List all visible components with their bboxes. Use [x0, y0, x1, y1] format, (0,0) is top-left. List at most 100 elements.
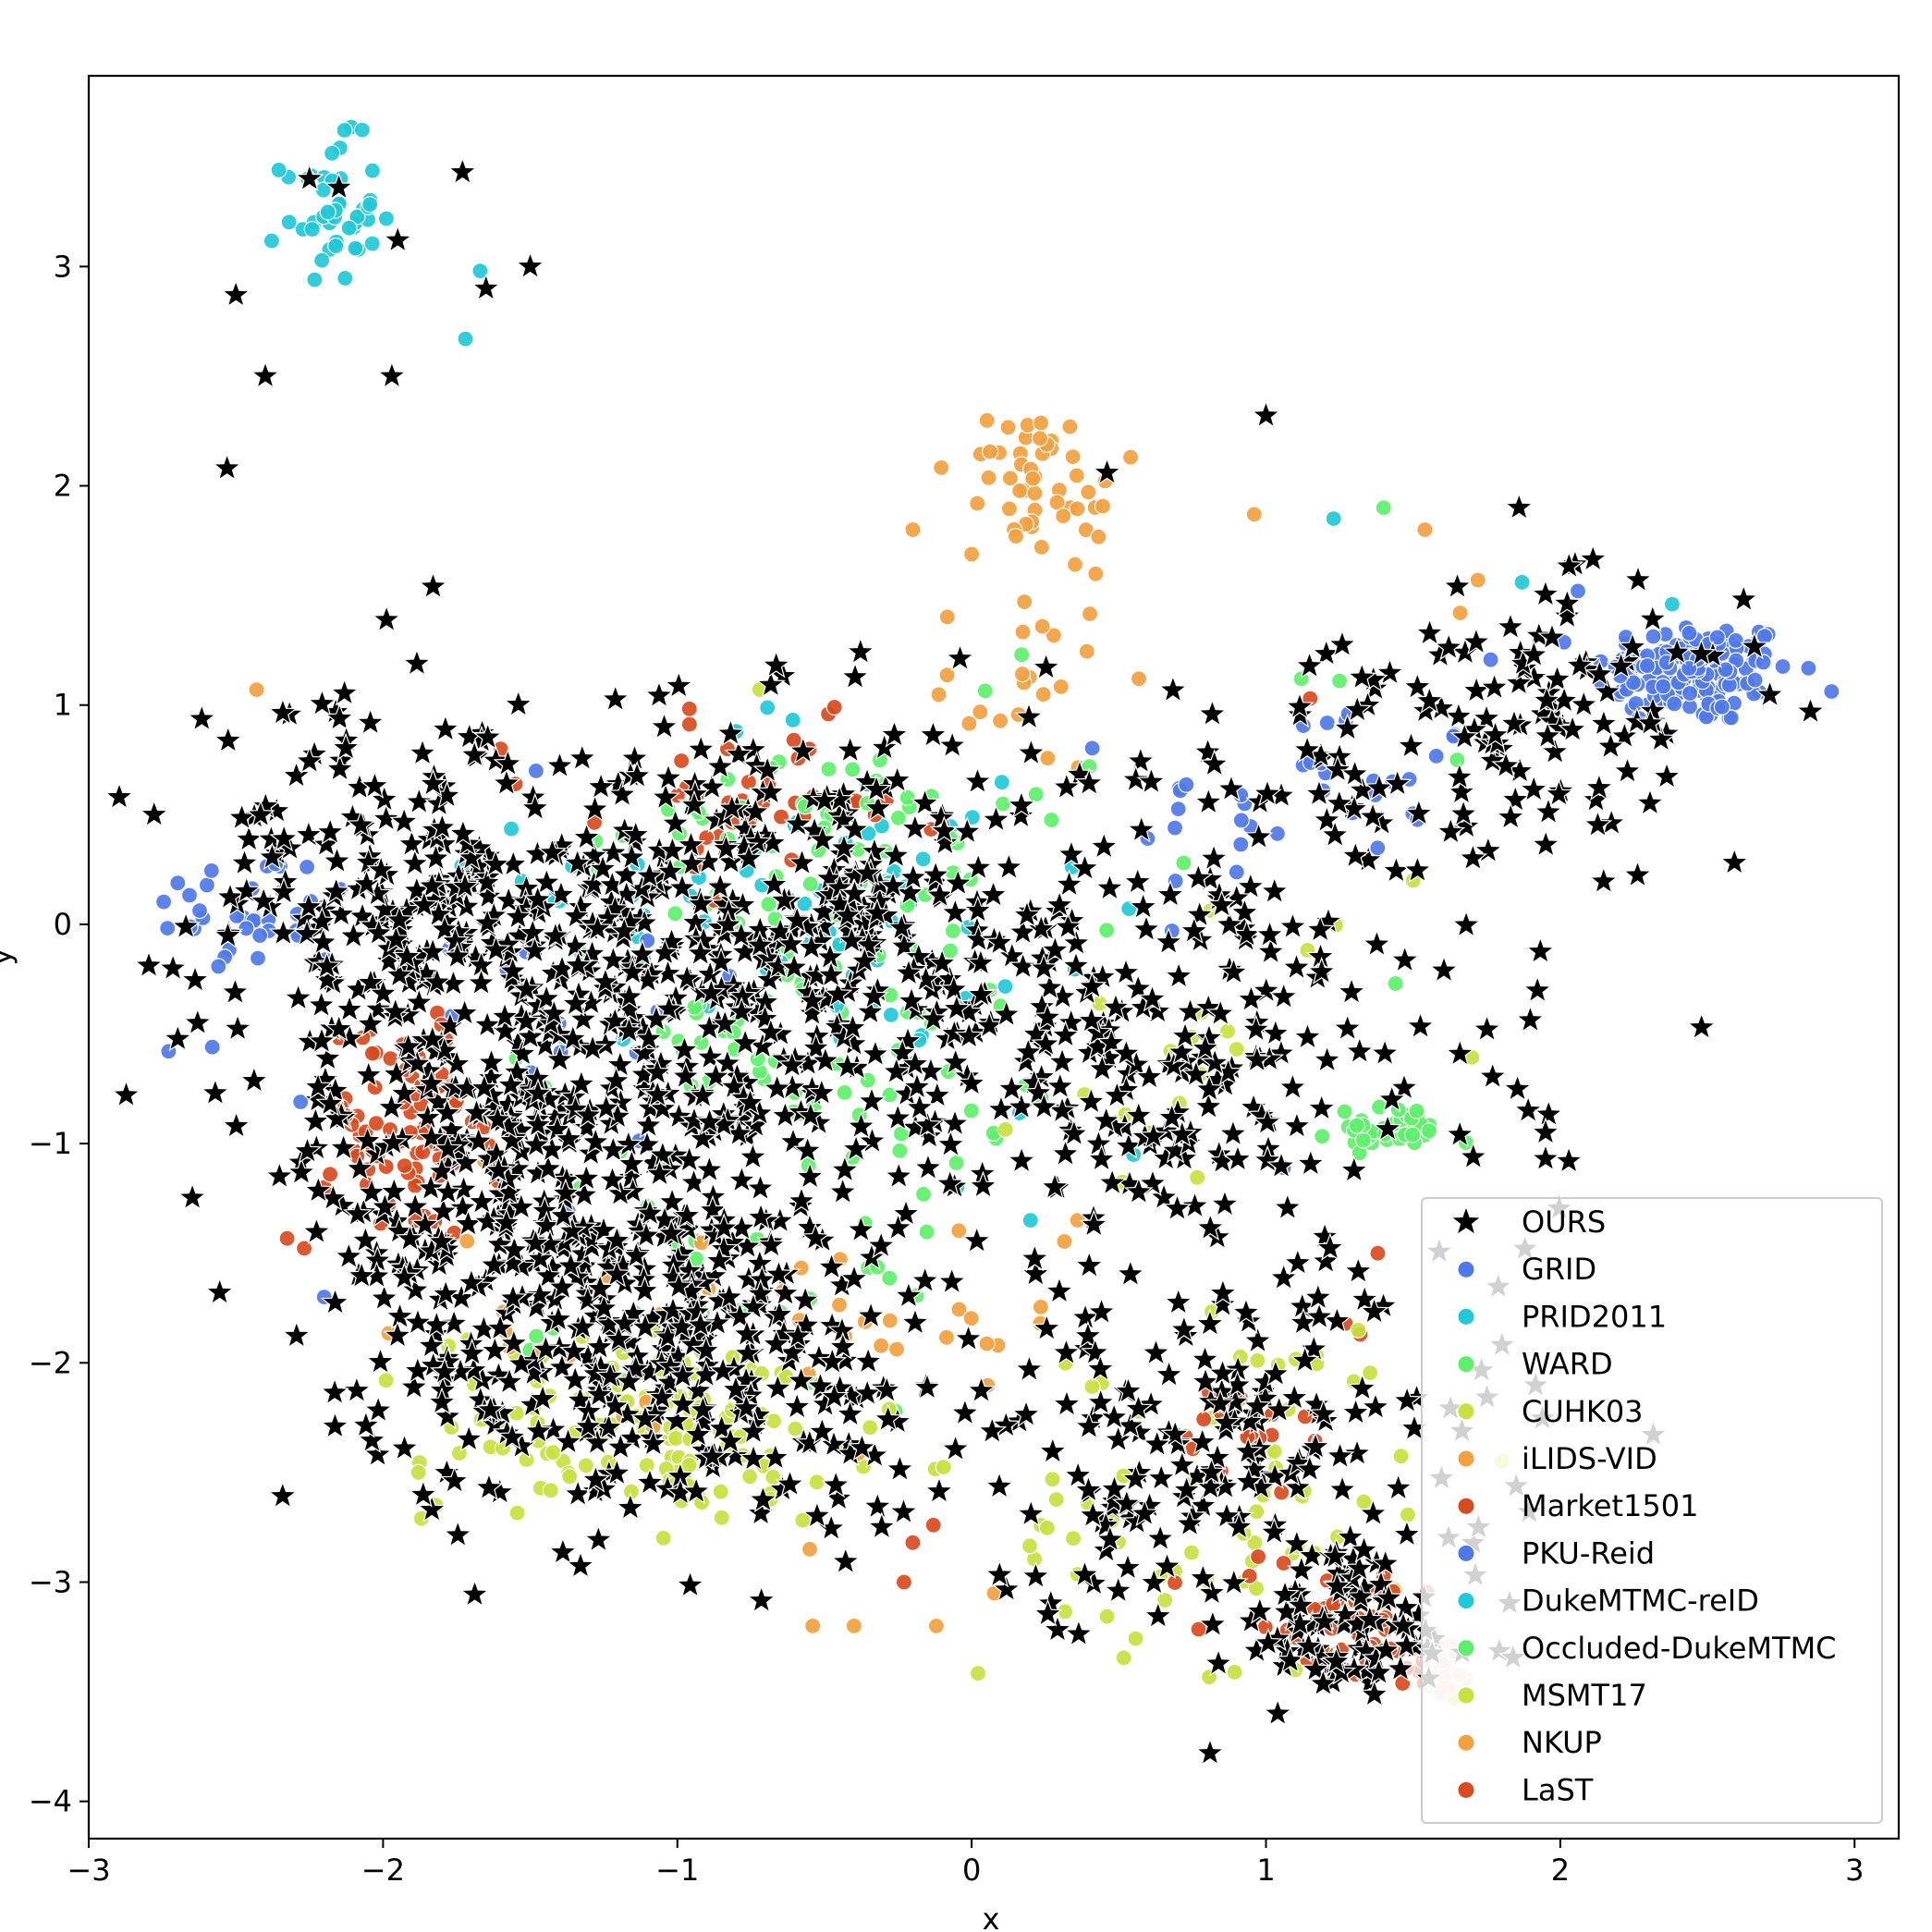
data-point: [1031, 1028, 1061, 1058]
data-point: [1014, 702, 1044, 730]
data-point: [839, 1263, 869, 1292]
data-point: [642, 1079, 673, 1108]
data-point: [738, 734, 768, 764]
data-point: [392, 941, 422, 970]
data-point: [1542, 664, 1572, 692]
data-point: [492, 767, 521, 797]
data-point: [457, 1338, 487, 1366]
data-point: [1320, 819, 1351, 849]
data-point: [296, 1240, 313, 1257]
legend-item-prid2011: PRID2011: [1457, 1299, 1667, 1334]
data-point: [1294, 1454, 1325, 1483]
data-point: [769, 885, 800, 913]
data-point: [629, 1037, 659, 1067]
data-point: [1282, 1448, 1313, 1476]
data-point: [497, 1248, 528, 1277]
data-point: [299, 858, 316, 876]
data-point: [806, 1077, 837, 1107]
data-point: [404, 987, 434, 1016]
data-point: [1722, 709, 1740, 727]
data-point: [202, 862, 220, 880]
data-point: [1016, 593, 1033, 611]
data-point: [385, 904, 415, 934]
data-point: [1162, 1192, 1192, 1222]
data-point: [770, 1278, 801, 1307]
data-point: [898, 862, 928, 891]
data-point: [627, 938, 657, 968]
data-point: [417, 1023, 447, 1053]
data-point: [1681, 684, 1699, 703]
data-point: [782, 905, 813, 934]
data-point: [1103, 1424, 1133, 1453]
data-point: [597, 1165, 628, 1193]
data-point: [1034, 686, 1052, 703]
data-point: [281, 760, 312, 789]
data-point: [895, 877, 925, 906]
data-point: [1196, 1577, 1227, 1606]
data-point: [1013, 666, 1032, 683]
data-point: [1122, 866, 1153, 895]
data-point: [1354, 1604, 1385, 1633]
data-point: [1188, 1562, 1218, 1591]
data-point: [1569, 689, 1599, 718]
data-point: [825, 698, 843, 716]
data-point: [1168, 1314, 1199, 1343]
data-point: [744, 1248, 775, 1277]
data-point: [984, 1471, 1014, 1499]
data-point: [345, 1153, 375, 1181]
data-point: [924, 1516, 942, 1534]
data-point: [439, 1465, 470, 1494]
data-point: [457, 330, 474, 348]
data-point: [712, 1483, 729, 1500]
data-point: [1032, 1313, 1062, 1341]
data-point: [1196, 1457, 1227, 1486]
data-point: [377, 1372, 395, 1389]
data-point: [1540, 736, 1571, 765]
data-point: [537, 837, 568, 866]
data-point: [1327, 1473, 1358, 1503]
data-point: [495, 1366, 524, 1395]
data-point: [104, 781, 134, 810]
data-point: [811, 1045, 840, 1074]
data-point: [1375, 657, 1405, 686]
data-point: [408, 1479, 438, 1508]
data-point: [1010, 482, 1029, 500]
data-point: [688, 1080, 718, 1109]
data-point: [320, 1287, 350, 1315]
legend-marker: [1457, 1307, 1475, 1326]
data-point: [1220, 1387, 1251, 1415]
data-point: [715, 717, 746, 747]
data-point: [617, 841, 647, 871]
data-point: [1098, 1608, 1116, 1625]
data-point: [450, 871, 480, 899]
data-point: [827, 1176, 858, 1205]
data-point: [1066, 556, 1084, 573]
data-point: [1282, 1472, 1313, 1501]
data-point: [792, 1135, 823, 1164]
data-point: [1472, 1013, 1502, 1043]
data-point: [810, 785, 839, 813]
data-point: [1085, 1387, 1116, 1416]
data-point: [726, 920, 756, 949]
data-point: [471, 867, 502, 896]
data-point: [1496, 611, 1525, 641]
data-point: [1339, 1155, 1369, 1183]
data-point: [1061, 950, 1091, 979]
data-point: [884, 1160, 914, 1190]
data-point: [1305, 914, 1336, 943]
data-point: [1355, 1493, 1373, 1510]
legend-marker: [1457, 1449, 1475, 1468]
data-point: [1482, 651, 1499, 668]
data-point: [577, 938, 607, 967]
data-point: [313, 251, 331, 269]
data-point: [1359, 1296, 1389, 1325]
data-point: [706, 1412, 737, 1442]
data-point: [881, 840, 911, 869]
data-point: [371, 803, 401, 832]
data-point: [1376, 1083, 1407, 1113]
data-point: [1374, 1583, 1404, 1611]
x-tick-label: 3: [1845, 1853, 1864, 1888]
data-point: [1128, 891, 1158, 920]
data-point: [921, 860, 951, 888]
data-point: [410, 1463, 427, 1482]
